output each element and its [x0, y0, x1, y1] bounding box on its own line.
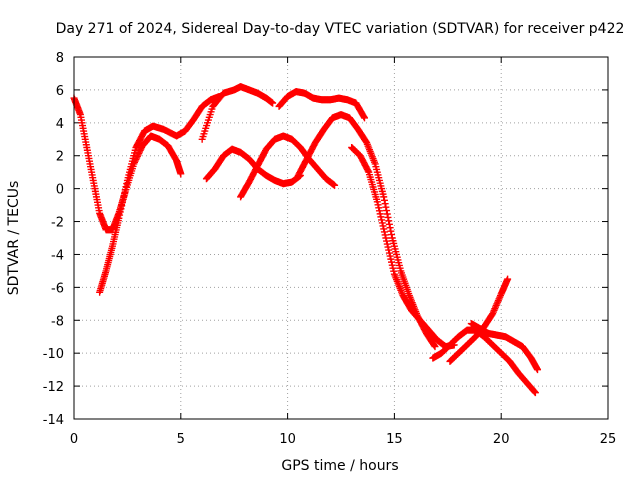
x-tick-label: 15 — [386, 432, 403, 447]
chart-title: Day 271 of 2024, Sidereal Day-to-day VTE… — [56, 21, 625, 37]
y-tick-label: -8 — [51, 314, 64, 329]
y-tick-label: 6 — [56, 84, 64, 99]
series-track-b — [96, 92, 223, 296]
plus-marker — [177, 170, 185, 178]
x-tick-label: 20 — [493, 432, 510, 447]
plus-marker — [360, 113, 368, 121]
plus-marker — [117, 205, 125, 213]
data-points — [70, 83, 542, 397]
plus-marker — [118, 202, 126, 210]
series-track-e — [275, 88, 368, 122]
x-tick-label: 5 — [177, 432, 185, 447]
plus-marker — [386, 224, 394, 232]
plus-marker — [385, 217, 393, 225]
plus-marker — [380, 193, 388, 201]
plus-marker — [431, 343, 439, 351]
plus-marker — [534, 366, 542, 374]
axis-ticks: 0 5 10 15 20 25 -14 -12 -10 -8 -6 -4 -2 0 2 4 6 8 — [43, 51, 617, 447]
plus-marker — [381, 200, 389, 208]
gridlines — [74, 57, 608, 419]
plus-marker — [364, 167, 372, 175]
plus-marker — [122, 183, 130, 191]
plus-marker — [388, 231, 396, 239]
plus-marker — [121, 189, 129, 197]
y-axis-label: SDTVAR / TECUs — [6, 181, 22, 296]
x-tick-label: 10 — [279, 432, 296, 447]
plus-marker — [269, 99, 277, 107]
plus-marker — [380, 196, 388, 204]
series-track-a — [70, 94, 185, 234]
plot-frame — [73, 56, 609, 420]
plus-marker — [531, 389, 539, 397]
y-tick-label: -6 — [51, 281, 64, 296]
y-tick-label: 4 — [56, 117, 64, 132]
plus-marker — [384, 213, 392, 221]
plus-marker — [121, 186, 129, 194]
plus-marker — [383, 210, 391, 218]
plus-marker — [387, 227, 395, 235]
x-axis-label: GPS time / hours — [281, 458, 398, 474]
y-tick-label: -10 — [43, 347, 64, 362]
plus-marker — [119, 195, 127, 203]
plus-marker — [531, 388, 539, 396]
x-tick-label: 25 — [600, 432, 617, 447]
y-tick-label: -2 — [51, 216, 64, 231]
series-track-h — [348, 144, 458, 351]
plus-marker — [120, 192, 128, 200]
y-tick-label: 0 — [56, 183, 64, 198]
plus-marker — [382, 203, 390, 211]
series-track-d — [202, 145, 304, 188]
series-track-c — [198, 83, 277, 143]
plus-marker — [385, 220, 393, 228]
plus-marker — [116, 208, 124, 216]
y-tick-label: -4 — [51, 248, 64, 263]
x-tick-label: 0 — [70, 432, 78, 447]
plus-marker — [430, 342, 438, 350]
plus-marker — [123, 180, 131, 188]
series-track-k — [467, 320, 542, 374]
y-tick-label: 2 — [56, 150, 64, 165]
series-track-f — [237, 132, 339, 201]
y-tick-label: -14 — [43, 413, 64, 428]
plus-marker — [383, 207, 391, 215]
plus-marker — [118, 198, 126, 206]
plus-marker — [331, 181, 339, 189]
y-tick-label: 8 — [56, 51, 64, 66]
plus-marker — [360, 114, 368, 122]
plus-marker — [504, 275, 512, 283]
plus-marker — [116, 211, 124, 219]
plus-marker — [115, 214, 123, 222]
y-tick-label: -12 — [43, 380, 64, 395]
